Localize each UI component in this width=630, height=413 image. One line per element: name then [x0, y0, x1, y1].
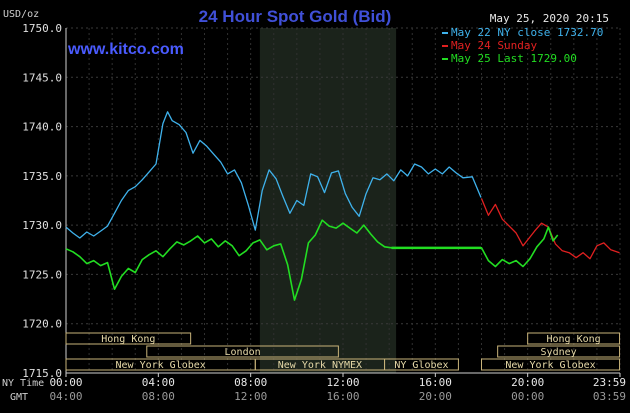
y-axis-label: USD/oz: [3, 9, 39, 20]
y-tick-label: 1715.0: [22, 367, 62, 380]
ny-time-label: NY Time: [2, 378, 44, 389]
legend-entry: May 24 Sunday: [451, 39, 537, 52]
x-tick-label-gmt: 00:00: [511, 390, 544, 403]
session-label: Sydney: [541, 347, 577, 358]
session-label: New York NYMEX: [278, 360, 362, 371]
legend-entry: May 22 NY close 1732.70: [451, 26, 603, 39]
series-line: [65, 219, 559, 301]
x-tick-label-ny: 23:59: [593, 376, 626, 389]
gmt-label: GMT: [10, 392, 28, 403]
y-tick-label: 1750.0: [22, 22, 62, 35]
session-bar: [527, 332, 621, 345]
session-bar: [65, 332, 192, 345]
chart-title: 24 Hour Spot Gold (Bid): [199, 7, 392, 26]
session-bar: [146, 345, 339, 358]
y-tick-label: 1740.0: [22, 121, 62, 134]
x-tick-label-ny: 00:00: [49, 376, 82, 389]
x-tick-label-gmt: 08:00: [142, 390, 175, 403]
x-tick-label-gmt: 20:00: [419, 390, 452, 403]
x-tick-label-gmt: 16:00: [326, 390, 359, 403]
x-tick-label-ny: 04:00: [142, 376, 175, 389]
legend-entry: May 25 Last 1729.00: [451, 52, 577, 65]
session-label: New York Globex: [115, 360, 205, 371]
session-bar: [497, 345, 621, 358]
series-line: [65, 111, 482, 239]
y-tick-label: 1720.0: [22, 318, 62, 331]
x-tick-label-ny: 12:00: [326, 376, 359, 389]
session-label: Hong Kong: [547, 334, 601, 345]
y-tick-label: 1745.0: [22, 71, 62, 84]
session-label: New York Globex: [505, 360, 595, 371]
session-bar: [384, 358, 459, 371]
nymex-highlight-band: [259, 28, 397, 373]
y-tick-label: 1725.0: [22, 268, 62, 281]
timestamp: May 25, 2020 20:15: [490, 12, 609, 25]
y-tick-label: 1730.0: [22, 219, 62, 232]
session-label: London: [225, 347, 261, 358]
x-tick-label-ny: 08:00: [234, 376, 267, 389]
x-tick-label-gmt: 03:59: [593, 390, 626, 403]
x-tick-label-gmt: 12:00: [234, 390, 267, 403]
plot-area: 1750.0 1745.0 1740.0 1735.0 1730.0 1725.0 1720…: [22, 22, 626, 403]
legend-swatch: [442, 45, 448, 47]
x-tick-label-ny: 20:00: [511, 376, 544, 389]
session-label: Hong Kong: [101, 334, 155, 345]
y-tick-label: 1735.0: [22, 170, 62, 183]
session-label: NY Globex: [394, 360, 448, 371]
x-tick-label-ny: 16:00: [419, 376, 452, 389]
session-bar: [481, 358, 621, 371]
x-tick-label-gmt: 04:00: [49, 390, 82, 403]
brand-text: www.kitco.com: [67, 41, 184, 58]
legend-swatch: [442, 58, 448, 60]
legend-swatch: [442, 32, 448, 34]
